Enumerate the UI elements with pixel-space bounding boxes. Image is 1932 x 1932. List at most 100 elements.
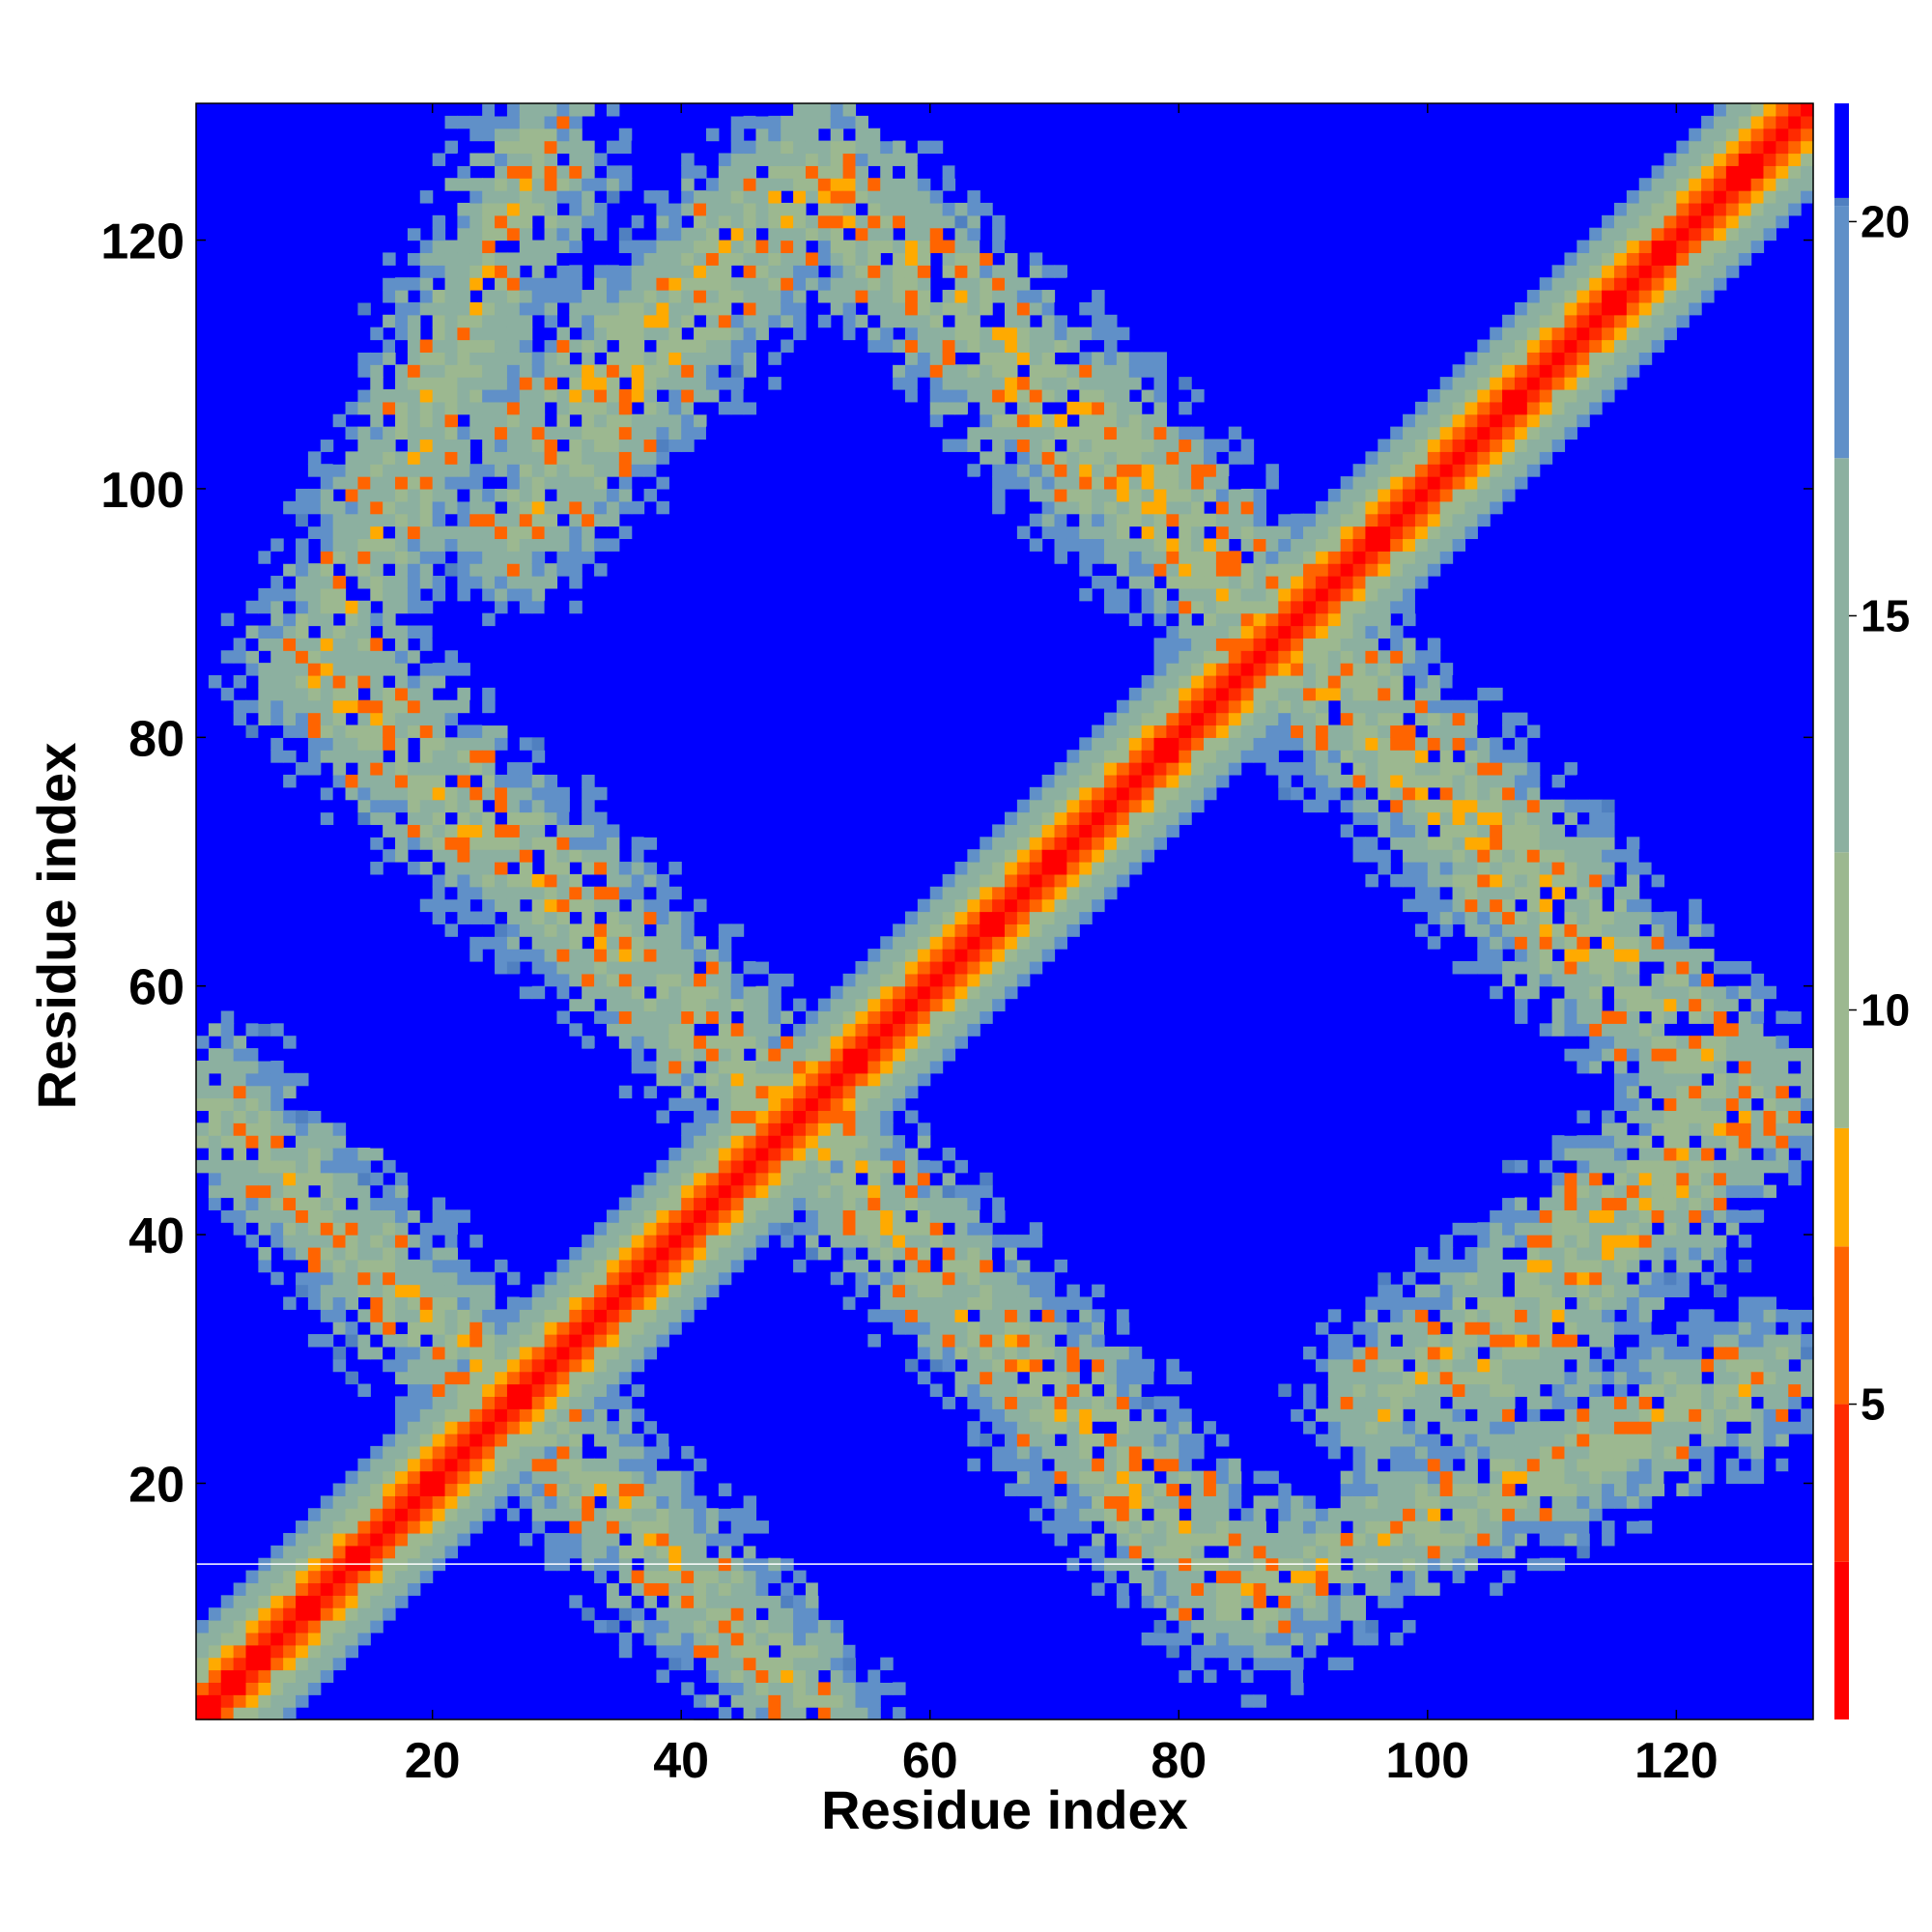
heatmap-cell: [1204, 762, 1217, 776]
heatmap-cell: [307, 1334, 322, 1348]
heatmap-cell: [594, 1358, 608, 1373]
heatmap-cell: [270, 1148, 284, 1161]
heatmap-cell: [594, 1334, 608, 1348]
heatmap-cell: [531, 426, 546, 440]
heatmap-cell: [345, 699, 358, 714]
heatmap-cell: [694, 1296, 707, 1310]
heatmap-cell: [482, 153, 496, 166]
heatmap-cell: [980, 451, 993, 465]
heatmap-cell: [370, 1209, 384, 1223]
heatmap-cell: [954, 873, 968, 888]
heatmap-cell: [643, 873, 658, 888]
heatmap-cell: [656, 1508, 669, 1521]
heatmap-cell: [569, 563, 582, 577]
heatmap-cell: [1054, 500, 1067, 515]
heatmap-cell: [407, 526, 421, 540]
heatmap-cell: [1054, 774, 1067, 788]
heatmap-cell: [444, 488, 459, 502]
heatmap-cell: [482, 1470, 496, 1485]
heatmap-cell: [407, 240, 421, 254]
heatmap-cell: [531, 290, 546, 303]
heatmap-cell: [1166, 774, 1179, 788]
heatmap-cell: [1179, 526, 1192, 540]
heatmap-cell: [1116, 873, 1130, 888]
heatmap-cell: [855, 240, 868, 254]
heatmap-cell: [1191, 600, 1205, 614]
heatmap-cell: [992, 849, 1006, 863]
heatmap-cell: [755, 265, 769, 278]
heatmap-cell: [544, 737, 558, 751]
heatmap-cell: [980, 1434, 993, 1447]
heatmap-cell: [842, 327, 857, 341]
heatmap-cell: [880, 1296, 894, 1310]
heatmap-cell: [793, 1072, 807, 1087]
heatmap-cell: [556, 1545, 570, 1559]
heatmap-cell: [656, 1246, 669, 1261]
heatmap-cell: [1179, 513, 1192, 527]
heatmap-cell: [519, 862, 533, 875]
heatmap-cell: [954, 1036, 968, 1049]
heatmap-cell: [469, 352, 483, 365]
heatmap-cell: [1141, 1445, 1155, 1460]
heatmap-cell: [531, 439, 546, 452]
heatmap-cell: [1066, 811, 1080, 826]
heatmap-cell: [880, 339, 894, 353]
heatmap-cell: [755, 1582, 769, 1596]
heatmap-cell: [855, 998, 868, 1012]
heatmap-cell: [880, 1284, 894, 1298]
heatmap-cell: [270, 1135, 284, 1149]
heatmap-cell: [283, 1682, 297, 1695]
heatmap-cell: [1041, 290, 1056, 303]
heatmap-cell: [618, 1458, 633, 1472]
heatmap-cell: [606, 290, 620, 303]
heatmap-cell: [296, 451, 309, 465]
heatmap-cell: [1215, 750, 1230, 763]
heatmap-cell: [544, 227, 558, 242]
heatmap-cell: [793, 252, 807, 266]
heatmap-cell: [469, 873, 483, 888]
heatmap-cell: [357, 476, 371, 490]
heatmap-cell: [942, 1284, 956, 1298]
heatmap-cell: [917, 240, 931, 254]
heatmap-cell: [457, 762, 470, 776]
heatmap-cell: [842, 1222, 857, 1236]
heatmap-cell: [730, 1532, 745, 1547]
heatmap-cell: [1166, 663, 1179, 676]
heatmap-cell: [270, 1570, 284, 1584]
heatmap-cell: [694, 290, 707, 303]
heatmap-cell: [307, 687, 322, 701]
heatmap-cell: [606, 377, 620, 390]
heatmap-cell: [1215, 1483, 1230, 1496]
heatmap-cell: [594, 898, 608, 913]
heatmap-cell: [357, 1235, 371, 1248]
heatmap-cell: [482, 290, 496, 303]
heatmap-cell: [1215, 1470, 1230, 1485]
heatmap-cell: [220, 1632, 235, 1646]
heatmap-cell: [842, 1060, 857, 1074]
heatmap-cell: [519, 153, 533, 166]
heatmap-cell: [880, 1097, 894, 1112]
heatmap-cell: [1166, 1396, 1179, 1409]
heatmap-cell: [531, 202, 546, 216]
heatmap-cell: [370, 1508, 384, 1521]
heatmap-cell: [444, 1458, 459, 1472]
heatmap-cell: [594, 1235, 608, 1248]
heatmap-cell: [258, 587, 271, 602]
heatmap-cell: [444, 476, 459, 490]
heatmap-cell: [1153, 1632, 1167, 1646]
heatmap-cell: [419, 1434, 434, 1447]
heatmap-cell: [1191, 1570, 1205, 1584]
heatmap-cell: [1104, 327, 1118, 341]
heatmap-cell: [482, 451, 496, 465]
heatmap-cell: [967, 985, 980, 1000]
heatmap-cell: [345, 1296, 358, 1310]
heatmap-cell: [457, 277, 470, 291]
heatmap-cell: [370, 799, 384, 813]
heatmap-cell: [569, 886, 582, 900]
heatmap-cell: [917, 985, 931, 1000]
heatmap-cell: [929, 1023, 944, 1037]
heatmap-cell: [320, 799, 334, 813]
heatmap-cell: [457, 500, 470, 515]
heatmap-cell: [556, 1495, 570, 1509]
heatmap-cell: [569, 960, 582, 975]
